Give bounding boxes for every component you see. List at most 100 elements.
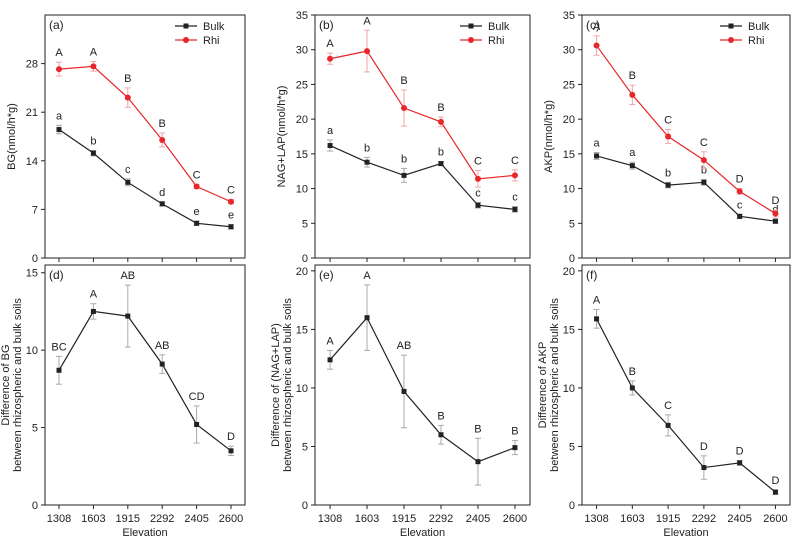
significance-letter: AB xyxy=(155,340,170,352)
x-tick-label: 1915 xyxy=(392,513,416,525)
data-point xyxy=(665,422,671,428)
x-tick-label: 1603 xyxy=(81,513,105,525)
x-tick-label: 2292 xyxy=(692,513,716,525)
y-axis-title-line: Difference of (NAG+LAP) xyxy=(270,323,282,447)
series-difference: A A AB B B B xyxy=(326,270,519,486)
series-line xyxy=(596,318,776,493)
data-point xyxy=(90,150,96,156)
significance-letter: e xyxy=(194,206,200,218)
y-tick-label: 15 xyxy=(296,149,308,161)
significance-letter: A xyxy=(593,294,601,306)
significance-letter: a xyxy=(629,147,636,159)
series-difference: BC A AB AB CD D xyxy=(51,270,235,456)
y-tick-label: 25 xyxy=(563,79,575,91)
x-tick-label: 1603 xyxy=(620,513,644,525)
significance-letter: D xyxy=(771,195,779,207)
series-line xyxy=(596,155,776,222)
data-point xyxy=(437,118,444,125)
significance-letter: C xyxy=(193,169,201,181)
legend: Bulk Rhi xyxy=(175,21,225,47)
series-line xyxy=(329,316,516,463)
significance-letter: b xyxy=(438,146,444,158)
y-tick-label: 5 xyxy=(569,441,575,453)
y-axis-title: BG(nmol/h*g) xyxy=(6,103,18,170)
significance-letter: b xyxy=(665,167,671,179)
data-point xyxy=(736,188,743,195)
data-point xyxy=(700,157,707,164)
significance-letter: b xyxy=(401,153,407,165)
panel-b: (b) 0 5 10 15 20 25 30 35 NAG+LAP(nmol/h*g) a b b b c c… xyxy=(276,10,531,265)
y-tick-label: 20 xyxy=(563,114,575,126)
significance-letter: C xyxy=(700,137,708,149)
y-tick-label: 25 xyxy=(296,79,308,91)
plot-frame xyxy=(314,14,531,259)
series-line xyxy=(596,45,776,215)
x-tick-label: 1603 xyxy=(355,513,379,525)
significance-letter: A xyxy=(326,38,334,50)
y-tick-label: 30 xyxy=(296,45,308,57)
data-point xyxy=(159,136,166,143)
legend-label: Rhi xyxy=(203,35,220,47)
data-point xyxy=(90,63,97,70)
data-point xyxy=(56,367,62,373)
series-line xyxy=(329,144,516,210)
panel-label: (f) xyxy=(586,268,597,282)
significance-letter: A xyxy=(363,270,371,282)
significance-letter: D xyxy=(736,446,744,458)
y-tick-label: 30 xyxy=(563,45,575,57)
x-tick-label: 2292 xyxy=(429,513,453,525)
plot-frame xyxy=(581,264,791,506)
panel-label: (e) xyxy=(319,268,334,282)
significance-letter: a xyxy=(327,125,334,137)
x-tick-label: 2600 xyxy=(763,513,787,525)
y-tick-label: 10 xyxy=(26,345,38,357)
data-point xyxy=(474,175,481,182)
significance-letter: A xyxy=(593,21,601,33)
legend-marker xyxy=(728,37,734,43)
significance-letter: D xyxy=(227,431,235,443)
panel-label: (c) xyxy=(586,18,600,32)
series-difference: A B C D D D xyxy=(593,294,779,495)
series-bulk: aabbcd xyxy=(593,137,779,224)
significance-letter: B xyxy=(511,426,518,438)
y-tick-label: 20 xyxy=(296,266,308,278)
y-tick-label: 35 xyxy=(296,10,308,22)
y-tick-label: 20 xyxy=(563,266,575,278)
series-bulk: a b c d e e xyxy=(56,110,234,230)
significance-letter: B xyxy=(437,102,444,114)
plot-frame xyxy=(44,14,246,259)
panel-f: (f) 0 5 10 15 20 1308 1603 1915 2292 2405 2600 Eleva… xyxy=(537,264,791,539)
significance-letter: C xyxy=(511,155,519,167)
data-point xyxy=(327,357,333,363)
data-point xyxy=(125,313,131,319)
data-point xyxy=(701,179,707,185)
data-point xyxy=(124,94,131,101)
data-point xyxy=(159,201,165,207)
x-tick-label: 2405 xyxy=(466,513,490,525)
panel-label: (b) xyxy=(319,18,334,32)
data-point xyxy=(401,105,408,112)
x-tick-label: 1308 xyxy=(318,513,342,525)
data-point xyxy=(512,445,518,451)
legend-marker xyxy=(468,37,474,43)
legend: Bulk Rhi xyxy=(460,21,510,47)
data-point xyxy=(327,143,333,149)
significance-letter: D xyxy=(736,174,744,186)
y-tick-label: 35 xyxy=(563,10,575,22)
legend-marker xyxy=(468,23,474,29)
significance-letter: d xyxy=(159,187,165,199)
data-point xyxy=(90,308,96,314)
y-tick-label: 10 xyxy=(563,383,575,395)
data-point xyxy=(159,361,165,367)
y-axis-title-line: between rhizospheric and bulk soils xyxy=(12,298,24,472)
y-tick-label: 15 xyxy=(563,149,575,161)
data-point xyxy=(364,315,370,321)
legend-marker xyxy=(183,23,189,29)
x-tick-label: 1308 xyxy=(47,513,71,525)
data-point xyxy=(228,224,234,230)
significance-letter: C xyxy=(474,156,482,168)
significance-letter: b xyxy=(701,165,707,177)
significance-letter: A xyxy=(55,47,63,59)
y-tick-label: 0 xyxy=(32,500,38,512)
